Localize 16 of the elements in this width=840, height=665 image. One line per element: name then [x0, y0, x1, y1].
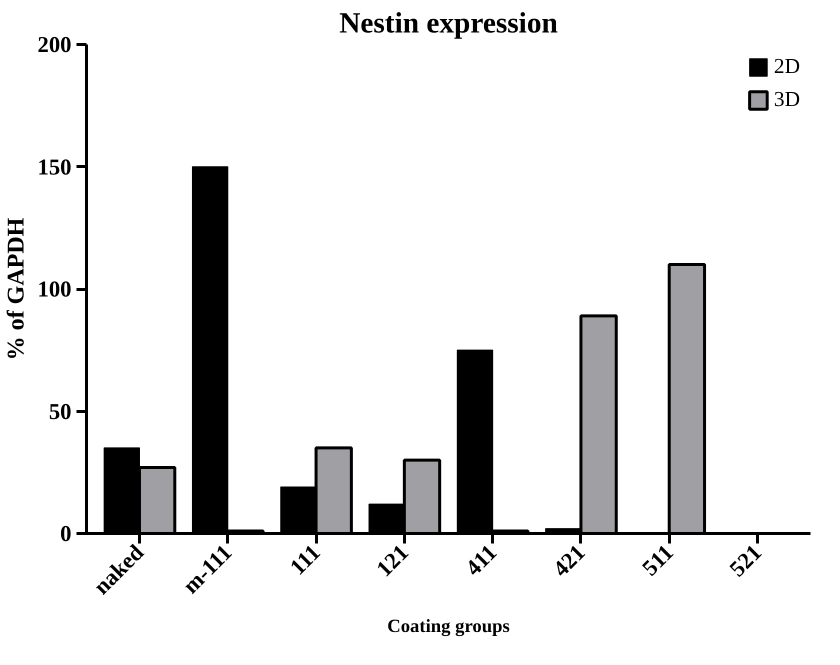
y-tick-label: 100 — [38, 276, 72, 302]
y-tick-label: 0 — [60, 521, 72, 546]
x-tick-label: 111 — [284, 540, 325, 580]
x-tick-label: 521 — [724, 540, 766, 582]
x-tick-label: 421 — [548, 540, 590, 582]
y-tick-label: 200 — [38, 32, 72, 57]
y-tick-label: 50 — [48, 398, 72, 424]
x-tick-label: 511 — [637, 540, 678, 580]
x-tick-label: 121 — [371, 540, 414, 582]
y-axis-title: % of GAPDH — [4, 217, 30, 360]
y-tick-label: 150 — [38, 154, 72, 180]
legend-label: 3D — [774, 87, 800, 112]
legend-label: 2D — [774, 54, 800, 79]
x-tick-label: 411 — [460, 540, 502, 580]
x-axis-title: Coating groups — [387, 616, 510, 638]
chart-title: Nestin expression — [339, 8, 558, 40]
